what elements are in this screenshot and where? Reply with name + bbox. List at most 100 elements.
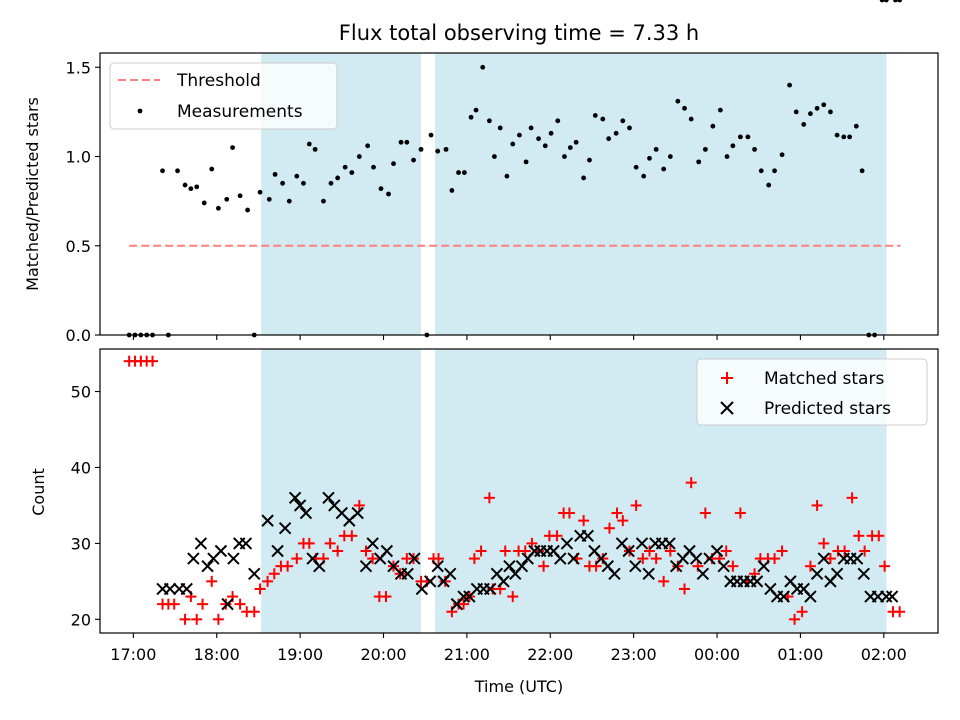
measurement-point bbox=[542, 143, 548, 149]
measurement-point bbox=[418, 146, 424, 152]
measurement-point bbox=[201, 200, 207, 206]
predicted-star-point bbox=[299, 506, 313, 520]
matched-star-point bbox=[658, 575, 670, 587]
matched-legend-label: Matched stars bbox=[764, 369, 884, 389]
predicted-star-point bbox=[635, 537, 649, 550]
matched-star-point bbox=[353, 499, 365, 511]
measurement-point bbox=[600, 116, 606, 122]
matched-star-point bbox=[789, 613, 801, 625]
predicted-star-point bbox=[261, 514, 274, 527]
matched-star-point bbox=[859, 545, 871, 557]
measurement-point bbox=[787, 82, 792, 88]
measurement-point bbox=[653, 146, 659, 152]
y-tick-label: 40 bbox=[71, 458, 91, 477]
measurement-point bbox=[257, 189, 263, 195]
bottom-plot-frame bbox=[99, 348, 939, 634]
matched-star-point bbox=[846, 492, 858, 504]
matched-star-point bbox=[147, 355, 159, 367]
predicted-star-point bbox=[221, 597, 234, 611]
measurement-point bbox=[306, 141, 312, 147]
x-tick-label: 01:00 bbox=[777, 645, 823, 664]
matched-star-point bbox=[630, 499, 642, 511]
predicted-star-point bbox=[663, 537, 676, 550]
measurement-point bbox=[216, 205, 221, 211]
bottom-panel: 20 30 40 50 17:00 18:00 19:00 20:00 21:00 22:00 2… bbox=[29, 348, 939, 696]
matched-legend-swatch bbox=[721, 372, 733, 384]
measurement-point bbox=[391, 161, 396, 167]
matched-star-point bbox=[346, 530, 358, 542]
y-tick-label: 1.0 bbox=[66, 148, 91, 167]
predicted-star-point bbox=[322, 491, 335, 505]
measurement-point bbox=[386, 191, 391, 197]
matched-star-point bbox=[380, 591, 392, 603]
predicted-star-point bbox=[622, 544, 635, 558]
predicted-star-point bbox=[484, 582, 497, 596]
y-tick-label: 1.5 bbox=[66, 58, 91, 77]
predicted-star-point bbox=[408, 552, 421, 565]
bottom-legend: Matched stars Predicted stars bbox=[696, 358, 928, 426]
matched-star-point bbox=[191, 613, 203, 625]
matched-star-point bbox=[291, 553, 303, 565]
measurement-point bbox=[280, 180, 286, 186]
measurement-point bbox=[682, 105, 687, 111]
matched-star-point bbox=[220, 598, 232, 610]
matched-star-point bbox=[818, 537, 830, 549]
measurement-point bbox=[620, 118, 626, 124]
measurement-point bbox=[398, 139, 404, 145]
measurement-point bbox=[702, 146, 708, 152]
top-x-axis-ticks bbox=[132, 335, 885, 340]
predicted-star-point bbox=[560, 537, 574, 550]
measurement-point bbox=[294, 173, 300, 179]
matched-star-point bbox=[611, 507, 623, 519]
measurement-point bbox=[688, 116, 694, 122]
predicted-star-point bbox=[554, 552, 567, 565]
measurement-point bbox=[335, 175, 341, 181]
matched-star-point bbox=[679, 583, 691, 595]
measurement-point bbox=[696, 159, 702, 165]
y-tick-label: 20 bbox=[71, 610, 91, 629]
predicted-star-point bbox=[857, 567, 870, 580]
top-legend-frame bbox=[109, 62, 338, 130]
predicted-star-point bbox=[401, 567, 414, 580]
measurement-point bbox=[349, 170, 355, 175]
measurement-point bbox=[504, 173, 510, 179]
predicted-star-point bbox=[187, 552, 200, 565]
measurement-point bbox=[312, 146, 318, 152]
predicted-star-point bbox=[180, 582, 193, 596]
matched-star-point bbox=[551, 530, 563, 542]
measurement-point bbox=[724, 154, 730, 159]
measurement-point bbox=[468, 114, 474, 120]
matched-star-point bbox=[643, 545, 655, 557]
measurement-point bbox=[224, 196, 230, 202]
measurement-point bbox=[301, 180, 306, 186]
measurement-point bbox=[428, 132, 434, 138]
measurement-point bbox=[573, 139, 579, 145]
matched-star-point bbox=[507, 591, 519, 603]
measurement-point bbox=[404, 139, 410, 145]
measurement-point bbox=[175, 168, 180, 174]
measurement-point bbox=[641, 173, 647, 179]
measurement-point bbox=[411, 157, 416, 163]
predicted-star-point bbox=[777, 590, 790, 603]
measurement-point bbox=[486, 118, 492, 124]
matched-star-point bbox=[578, 515, 590, 527]
measurement-point bbox=[859, 168, 865, 174]
measurement-point bbox=[272, 171, 278, 177]
matched-star-point bbox=[212, 613, 224, 625]
predicted-star-point bbox=[885, 590, 899, 603]
matched-star-point bbox=[685, 477, 697, 489]
measurement-point bbox=[772, 168, 777, 174]
measurement-point bbox=[847, 134, 853, 140]
predicted-star-point bbox=[850, 552, 864, 565]
matched-star-point bbox=[262, 575, 274, 587]
predicted-star-point bbox=[423, 575, 437, 588]
measurement-point bbox=[627, 125, 632, 131]
measurement-point bbox=[710, 123, 716, 129]
x-tick-label: 22:00 bbox=[527, 645, 573, 664]
matched-star-point bbox=[603, 522, 615, 534]
y-tick-label: 50 bbox=[71, 383, 91, 402]
top-y-axis-label: Matched/Predicted stars bbox=[23, 97, 42, 291]
predicted-star-point bbox=[288, 491, 302, 505]
top-legend: Threshold Measurements bbox=[109, 62, 338, 130]
matched-star-point bbox=[458, 598, 470, 610]
